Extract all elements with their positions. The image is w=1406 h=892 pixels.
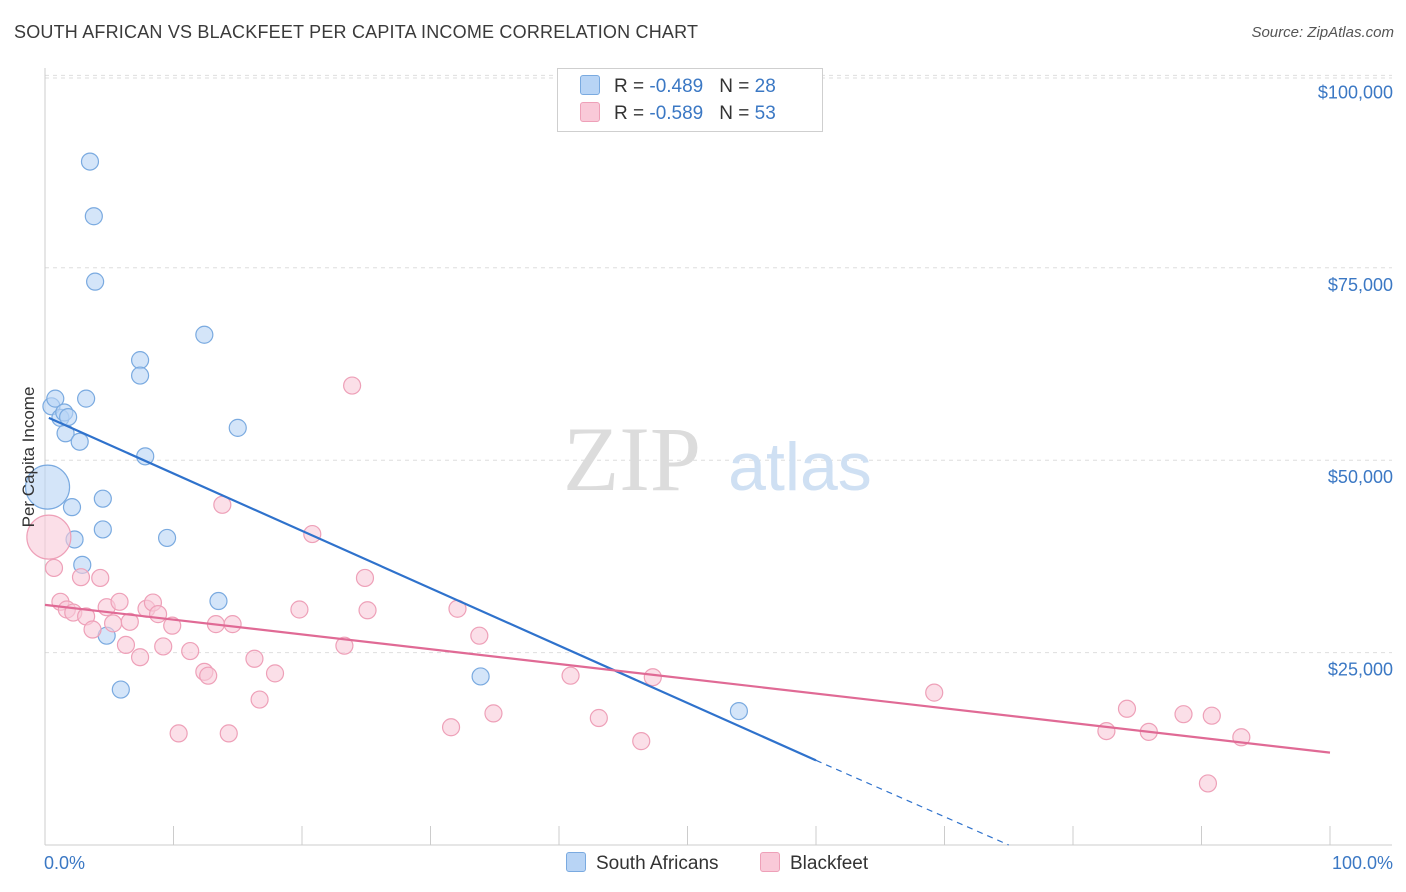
legend-n-value: 53: [754, 103, 776, 124]
data-point: [1198, 774, 1218, 793]
data-point: [561, 666, 580, 685]
data-point: [110, 592, 129, 611]
watermark-zip: ZIP: [563, 408, 701, 510]
y-axis-title: Per Capita Income: [19, 387, 38, 528]
data-point: [228, 418, 247, 437]
legend-n-label: N =: [719, 76, 755, 97]
y-tick-label: $25,000: [1328, 660, 1393, 680]
data-point: [245, 649, 264, 668]
legend-r-value: -0.589: [649, 103, 704, 124]
data-point: [46, 389, 65, 408]
axis-labels: $25,000 $50,000 $75,000 $100,000 0.0% 100.0% P…: [19, 82, 1393, 873]
data-point: [632, 732, 651, 751]
data-point: [148, 605, 168, 624]
data-point: [643, 668, 662, 687]
data-point: [250, 690, 269, 709]
data-point: [199, 666, 218, 685]
data-point: [77, 389, 96, 408]
legend-r-label: R =: [614, 76, 650, 97]
legend-n-value: 28: [754, 76, 776, 97]
data-point: [80, 152, 100, 171]
trend-line: [48, 416, 817, 762]
data-point: [136, 447, 155, 466]
data-point: [1117, 699, 1137, 718]
series-legend: South Africans Blackfeet: [0, 852, 1406, 878]
data-point: [219, 724, 238, 743]
data-point: [1202, 706, 1221, 725]
data-point: [209, 591, 228, 611]
watermark: ZIP atlas: [563, 408, 872, 510]
legend-item-blackfeet[interactable]: Blackfeet: [760, 852, 868, 875]
x-tick-label: 0.0%: [44, 853, 85, 873]
data-point: [181, 641, 200, 661]
data-point: [163, 616, 182, 635]
trend-lines: [44, 416, 1331, 846]
legend-row-blackfeet: R = -0.589 N = 53: [580, 102, 776, 126]
data-point: [24, 464, 71, 510]
data-point: [290, 600, 309, 619]
data-point: [343, 376, 362, 395]
data-point: [70, 432, 89, 451]
legend-r-label: R =: [614, 103, 650, 124]
data-point: [470, 626, 489, 645]
data-point: [195, 325, 214, 344]
chart-title: SOUTH AFRICAN VS BLACKFEET PER CAPITA IN…: [14, 22, 699, 42]
data-point: [26, 514, 72, 560]
data-point: [62, 498, 82, 517]
data-point: [154, 637, 173, 656]
source-credit: Source: ZipAtlas.com: [1251, 24, 1394, 41]
legend-label-blackfeet: Blackfeet: [790, 853, 869, 874]
legend-swatch-south-africans: [580, 75, 600, 95]
data-point: [111, 680, 130, 699]
axes: [44, 68, 1392, 846]
data-point: [729, 701, 749, 721]
data-point: [130, 648, 150, 667]
data-point: [169, 724, 188, 743]
y-tick-label: $100,000: [1318, 82, 1393, 102]
data-point: [589, 708, 608, 728]
legend-n-label: N =: [719, 103, 755, 124]
data-point: [303, 524, 322, 544]
trend-line: [44, 603, 1331, 754]
data-point: [84, 207, 103, 226]
data-point: [358, 601, 377, 620]
trend-line-extension: [815, 759, 1009, 846]
data-point: [471, 667, 490, 686]
legend-swatch-blackfeet: [760, 852, 780, 872]
legend-swatch-south-africans: [566, 852, 586, 872]
data-point: [83, 620, 102, 639]
data-point: [157, 528, 177, 548]
data-point: [265, 664, 285, 683]
data-point: [130, 366, 150, 385]
data-point: [441, 718, 461, 737]
x-tick-label: 100.0%: [1332, 853, 1393, 873]
watermark-atlas: atlas: [728, 429, 872, 505]
data-point: [91, 568, 110, 588]
data-point: [44, 558, 64, 578]
data-point: [116, 635, 136, 655]
data-point: [120, 612, 139, 631]
data-point: [925, 683, 944, 702]
data-point: [223, 615, 242, 634]
legend-label-south-africans: South Africans: [596, 853, 719, 874]
legend-r-value: -0.489: [649, 76, 704, 97]
legend-row-south-africans: R = -0.489 N = 28: [580, 75, 776, 99]
data-point: [130, 351, 150, 370]
data-point: [71, 568, 91, 587]
data-point: [1174, 705, 1193, 724]
data-point: [86, 272, 105, 291]
legend-swatch-blackfeet: [580, 102, 600, 122]
correlation-legend: R = -0.489 N = 28 R = -0.589 N = 53: [557, 68, 823, 132]
y-tick-label: $75,000: [1328, 275, 1393, 295]
data-point: [93, 489, 112, 508]
legend-item-south-africans[interactable]: South Africans: [566, 852, 719, 875]
data-point: [104, 614, 123, 633]
data-point: [335, 636, 354, 655]
data-point: [355, 568, 375, 588]
data-point: [484, 704, 503, 723]
data-point: [93, 520, 112, 539]
grid-lines: [45, 74, 1392, 654]
y-tick-label: $50,000: [1328, 467, 1393, 487]
